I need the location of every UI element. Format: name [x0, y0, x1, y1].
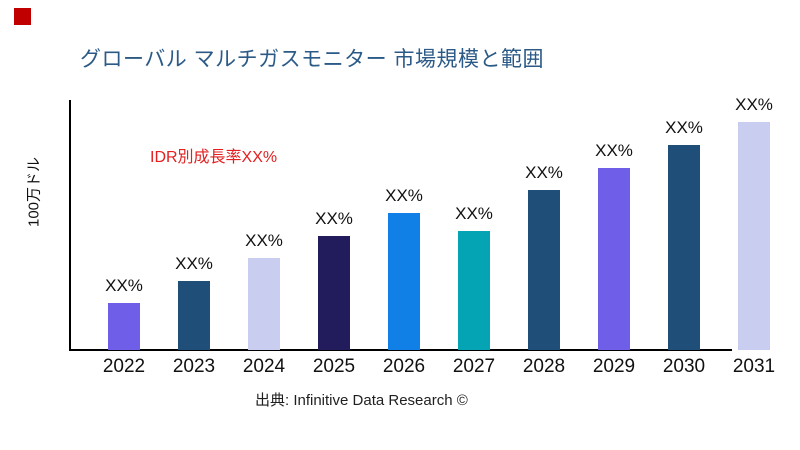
x-tick-label-2031: 2031 — [732, 356, 776, 377]
x-tick-label-2026: 2026 — [382, 356, 426, 377]
bar-value-label-2029: XX% — [595, 141, 633, 160]
bar-2026 — [388, 213, 420, 350]
bar-value-label-2026: XX% — [385, 186, 423, 205]
x-tick-label-2030: 2030 — [662, 356, 706, 377]
x-tick-label-2028: 2028 — [522, 356, 566, 377]
growth-rate-note: IDR別成長率XX% — [150, 149, 278, 166]
bar-2030 — [668, 145, 700, 350]
bar-value-label-2028: XX% — [525, 163, 563, 182]
bar-2027 — [458, 231, 490, 350]
bar-value-label-2031: XX% — [735, 95, 773, 114]
bar-value-label-2023: XX% — [175, 254, 213, 273]
bar-2028 — [528, 190, 560, 350]
bar-value-label-2027: XX% — [455, 204, 493, 223]
bar-value-label-2022: XX% — [105, 276, 143, 295]
bar-2023 — [178, 281, 210, 350]
x-tick-label-2025: 2025 — [312, 356, 356, 377]
bar-value-label-2030: XX% — [665, 118, 703, 137]
y-axis-line — [69, 100, 71, 351]
bar-value-label-2024: XX% — [245, 231, 283, 250]
bar-2029 — [598, 168, 630, 350]
x-tick-label-2022: 2022 — [102, 356, 146, 377]
brand-logo-square — [14, 8, 31, 25]
x-tick-label-2024: 2024 — [242, 356, 286, 377]
source-note: 出典: Infinitive Data Research © — [255, 392, 468, 409]
bar-value-label-2025: XX% — [315, 209, 353, 228]
x-tick-label-2023: 2023 — [172, 356, 216, 377]
y-axis-title: 100万ドル — [25, 156, 43, 228]
x-tick-label-2029: 2029 — [592, 356, 636, 377]
bar-2025 — [318, 236, 350, 350]
chart-title: グローバル マルチガスモニター 市場規模と範囲 — [80, 48, 544, 71]
bar-2031 — [738, 122, 770, 350]
x-axis-line — [69, 349, 732, 351]
bar-2024 — [248, 258, 280, 350]
x-tick-label-2027: 2027 — [452, 356, 496, 377]
bar-2022 — [108, 303, 140, 350]
